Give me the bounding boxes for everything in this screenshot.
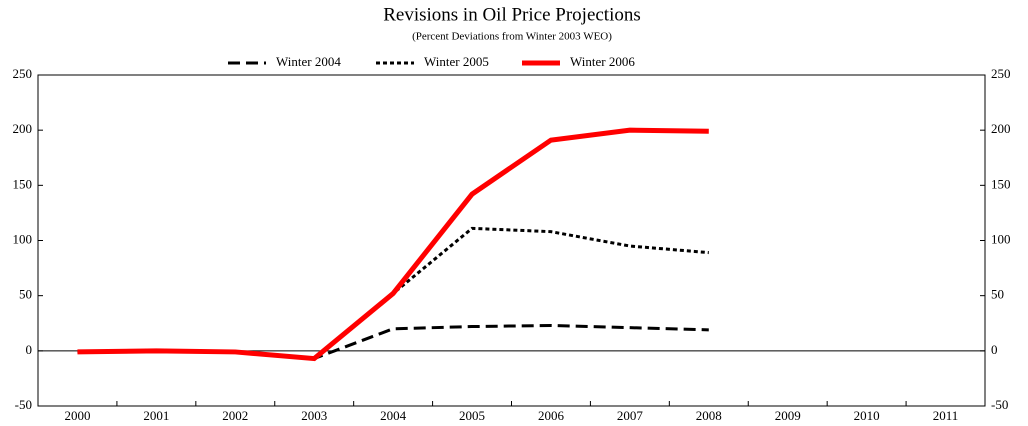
y-tick-label: 100 [13, 231, 33, 246]
x-tick-label: 2010 [854, 408, 880, 423]
x-tick-label: 2000 [64, 408, 90, 423]
chart-subtitle: (Percent Deviations from Winter 2003 WEO… [412, 31, 612, 43]
x-tick-label: 2007 [617, 408, 644, 423]
series-line [77, 323, 709, 361]
x-tick-label: 2006 [538, 408, 565, 423]
y2-tick-label: 150 [991, 176, 1011, 191]
y-tick-label: 200 [13, 121, 33, 136]
series-line [77, 127, 709, 362]
x-tick-label: 2009 [775, 408, 801, 423]
x-tick-label: 2005 [459, 408, 485, 423]
y-tick-label: 250 [13, 66, 33, 81]
plot-frame [37, 74, 986, 407]
x-tick-label: 2008 [696, 408, 722, 423]
x-tick-label: 2001 [143, 408, 169, 423]
y-tick-label: 50 [19, 287, 32, 302]
y2-tick-label: 0 [991, 342, 998, 357]
legend-label: Winter 2005 [424, 54, 489, 69]
x-tick-label: 2003 [301, 408, 327, 423]
x-tick-label: 2002 [222, 408, 248, 423]
y-tick-label: 0 [26, 342, 33, 357]
x-tick-label: 2004 [380, 408, 407, 423]
y2-tick-label: -50 [991, 397, 1008, 412]
y2-tick-label: 200 [991, 121, 1011, 136]
legend-label: Winter 2006 [570, 54, 635, 69]
x-tick-label: 2011 [933, 408, 959, 423]
y-tick-label: 150 [13, 176, 33, 191]
y2-tick-label: 250 [991, 66, 1011, 81]
y2-tick-label: 50 [991, 287, 1004, 302]
y-tick-label: -50 [15, 397, 32, 412]
y2-tick-label: 100 [991, 231, 1011, 246]
chart-title: Revisions in Oil Price Projections [383, 4, 641, 25]
legend-label: Winter 2004 [276, 54, 341, 69]
